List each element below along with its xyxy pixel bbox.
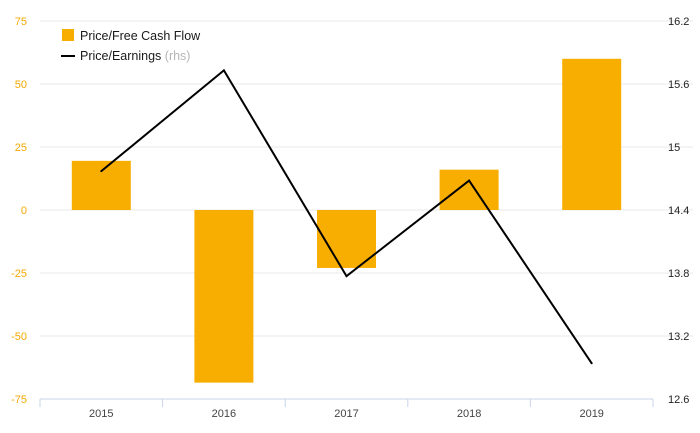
price-earnings-point-2018: [468, 179, 471, 182]
y-left-tick-label: -50: [11, 331, 27, 343]
y-right-tick-label: 12.6: [668, 394, 689, 406]
gridlines: [40, 20, 693, 337]
legend-bar-swatch: [62, 29, 74, 41]
bar-2015: [71, 160, 131, 210]
y-right-tick-label: 13.2: [668, 331, 689, 343]
price-earnings-point-2016: [222, 69, 225, 72]
y-left-tick-label: -75: [11, 394, 27, 406]
legend-line-entry: Price/Earnings (rhs): [80, 49, 190, 63]
price-earnings-point-2019: [590, 362, 593, 365]
x-tick-label: 2019: [579, 408, 603, 420]
bar-2017: [317, 210, 376, 268]
y-left-tick-label: 50: [15, 79, 27, 91]
price-earnings-point-2015: [100, 170, 103, 173]
bar-series: [71, 58, 622, 383]
bar-2016: [194, 210, 254, 383]
legend: Price/Free Cash Flow Price/Earnings (rhs…: [61, 29, 201, 63]
x-tick-label: 2015: [89, 408, 113, 420]
line-series: [100, 68, 593, 365]
y-right-tick-label: 14.4: [668, 205, 689, 217]
x-tick-label: 2018: [457, 408, 481, 420]
y-left-tick-label: 0: [21, 205, 27, 217]
price-earnings-point-2017: [345, 275, 348, 278]
bar-2018: [439, 169, 499, 210]
legend-line-note: (rhs): [165, 49, 191, 63]
bar-2019: [562, 58, 622, 210]
y-right-tick-label: 13.8: [668, 268, 689, 280]
y-left-tick-label: 25: [15, 142, 27, 154]
legend-line-label: Price/Earnings: [80, 49, 161, 63]
y-left-tick-label: -25: [11, 268, 27, 280]
tick-labels: 75 50 25 0 -25 -50 -75 16.2 15.6 15 14.4 13.8 13.2 12…: [11, 16, 689, 420]
x-tick-label: 2016: [212, 408, 236, 420]
y-right-tick-label: 15: [668, 142, 680, 154]
y-right-tick-label: 15.6: [668, 79, 689, 91]
y-left-tick-label: 75: [15, 16, 27, 28]
x-axis: [39, 398, 654, 407]
y-right-tick-label: 16.2: [668, 16, 689, 28]
legend-bar-label: Price/Free Cash Flow: [80, 29, 201, 43]
x-tick-label: 2017: [334, 408, 358, 420]
